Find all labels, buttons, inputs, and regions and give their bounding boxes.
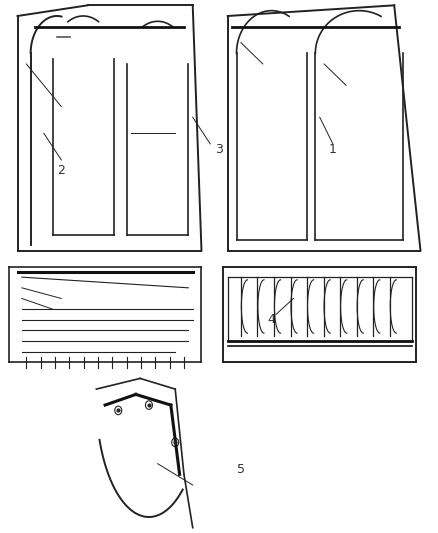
Text: 2: 2 xyxy=(57,164,65,177)
Text: 4: 4 xyxy=(268,313,276,326)
Text: 3: 3 xyxy=(215,143,223,156)
Text: 5: 5 xyxy=(237,463,245,475)
Text: 1: 1 xyxy=(329,143,337,156)
